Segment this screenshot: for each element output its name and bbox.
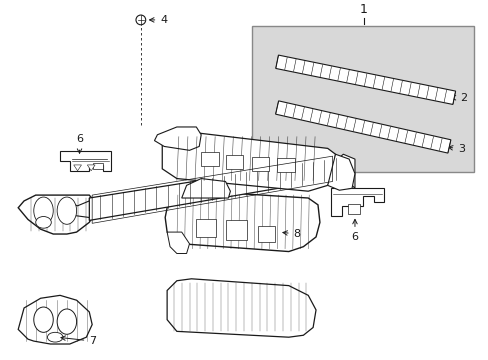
Bar xyxy=(196,220,215,237)
Ellipse shape xyxy=(47,332,63,342)
Polygon shape xyxy=(275,101,450,153)
Text: 1: 1 xyxy=(359,3,367,16)
Bar xyxy=(251,26,473,172)
Polygon shape xyxy=(167,232,189,253)
Ellipse shape xyxy=(34,307,53,332)
Polygon shape xyxy=(165,191,319,252)
Polygon shape xyxy=(18,195,94,234)
Polygon shape xyxy=(167,279,315,337)
Ellipse shape xyxy=(57,197,77,224)
Bar xyxy=(201,152,218,166)
Bar xyxy=(277,158,294,172)
Polygon shape xyxy=(154,127,201,150)
Ellipse shape xyxy=(34,197,53,224)
Polygon shape xyxy=(70,201,89,217)
Polygon shape xyxy=(327,154,354,190)
Polygon shape xyxy=(74,165,81,171)
Text: 6: 6 xyxy=(351,219,358,242)
Bar xyxy=(251,157,269,171)
Ellipse shape xyxy=(57,309,77,334)
Bar xyxy=(257,226,275,242)
Polygon shape xyxy=(89,159,335,220)
Polygon shape xyxy=(162,133,335,191)
Polygon shape xyxy=(275,55,455,104)
Polygon shape xyxy=(18,295,92,344)
Bar xyxy=(347,204,359,213)
Text: 2: 2 xyxy=(450,93,466,103)
Bar xyxy=(225,220,246,240)
Bar xyxy=(93,163,102,169)
Text: 3: 3 xyxy=(447,144,464,154)
Polygon shape xyxy=(182,179,230,198)
Text: 5: 5 xyxy=(331,164,348,174)
Text: 4: 4 xyxy=(149,15,167,25)
Text: 6: 6 xyxy=(76,135,83,153)
Text: 7: 7 xyxy=(61,336,96,346)
Circle shape xyxy=(136,15,145,25)
Polygon shape xyxy=(330,188,384,216)
Text: 8: 8 xyxy=(283,229,300,239)
Polygon shape xyxy=(87,165,95,171)
Polygon shape xyxy=(60,151,110,171)
Ellipse shape xyxy=(36,216,51,228)
Bar xyxy=(225,155,243,169)
Polygon shape xyxy=(335,154,354,188)
